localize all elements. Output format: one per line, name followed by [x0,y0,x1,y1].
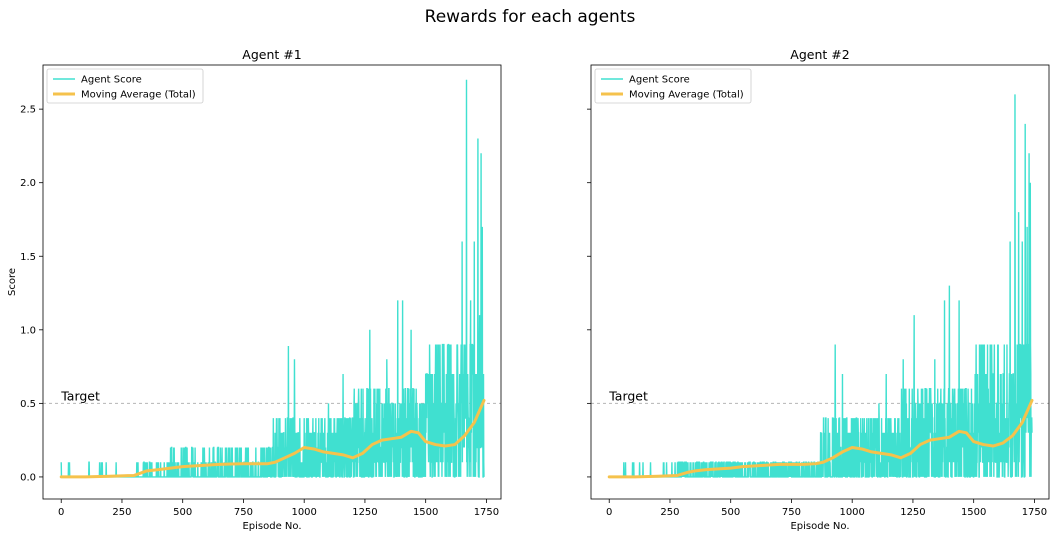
x-tick-label: 500 [721,507,740,518]
series-moving-average-line [59,398,486,479]
x-tick-label: 1000 [839,507,864,518]
series-agent-score-line [609,94,1033,478]
target-label: Target [60,388,100,403]
legend: Agent Score Moving Average (Total) [46,68,204,104]
chart-panel-1: Agent #1 Target 0 250 500 750 1000 1250 1500 1750… [7,47,502,532]
legend-box [594,68,752,104]
x-tick-label: 750 [782,507,801,518]
legend-label: Agent Score [629,75,690,86]
figure-suptitle: Rewards for each agents [425,7,636,27]
axes-frame [590,64,1050,500]
y-axis-label: Score [7,268,18,296]
y-tick-label: 1.0 [20,325,36,336]
series-agent-score-line [60,79,485,478]
y-tick-label: 0.0 [20,472,36,483]
x-tick-label: 1000 [291,507,316,518]
axes-frame [42,64,502,500]
chart-title: Agent #2 [790,47,849,62]
legend: Agent Score Moving Average (Total) [594,68,752,104]
x-tick-label: 1250 [900,507,925,518]
x-tick-label: 1500 [961,507,986,518]
x-axis-label: Episode No. [242,521,301,532]
x-tick-label: 250 [660,507,679,518]
x-tick-label: 0 [606,507,612,518]
x-tick-label: 500 [173,507,192,518]
y-tick-label: 2.5 [20,105,36,116]
x-tick-label: 1500 [413,507,438,518]
x-tick-label: 1250 [352,507,377,518]
y-tick-label: 0.5 [20,399,36,410]
series-moving-average-line [607,398,1034,479]
target-label: Target [608,388,648,403]
chart-panel-2: Agent #2 Target 0 250 500 750 1000 1250 1500 1750… [587,47,1050,532]
chart-title: Agent #1 [242,47,301,62]
legend-label: Agent Score [81,75,142,86]
y-tick-label: 1.5 [20,252,36,263]
x-axis-label: Episode No. [790,521,849,532]
y-tick-label: 2.0 [20,178,36,189]
plot-area [591,94,1049,479]
x-tick-label: 750 [234,507,253,518]
x-tick-label: 250 [112,507,131,518]
legend-label: Moving Average (Total) [81,90,196,101]
plot-area [43,79,501,479]
legend-box [46,68,204,104]
x-tick-label: 0 [58,507,64,518]
x-tick-label: 1750 [474,507,499,518]
x-tick-label: 1750 [1022,507,1047,518]
legend-label: Moving Average (Total) [629,90,744,101]
